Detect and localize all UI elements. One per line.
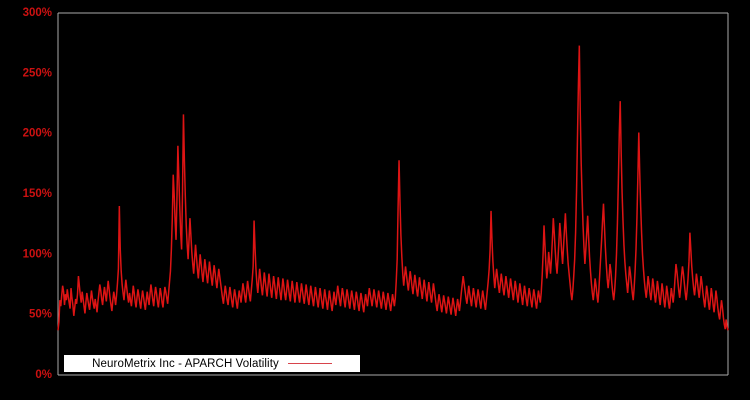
legend-line-sample [287, 363, 332, 364]
plot-frame [57, 12, 729, 376]
y-tick-label: 100% [23, 248, 52, 260]
y-tick-label: 250% [23, 67, 52, 79]
y-tick-label: 0% [35, 369, 52, 381]
y-tick-label: 150% [23, 188, 52, 200]
data-series-group [57, 45, 729, 331]
data-series-line [57, 45, 729, 331]
y-tick-label: 200% [23, 128, 52, 140]
y-tick-label: 300% [23, 7, 52, 19]
chart-legend[interactable]: NeuroMetrix Inc - APARCH Volatility [64, 355, 360, 372]
y-axis-tick-labels: 0% 50% 100% 150% 200% 250% 300% [23, 7, 52, 381]
y-tick-label: 50% [29, 309, 52, 321]
legend-label-text: NeuroMetrix Inc - APARCH Volatility [92, 357, 279, 370]
